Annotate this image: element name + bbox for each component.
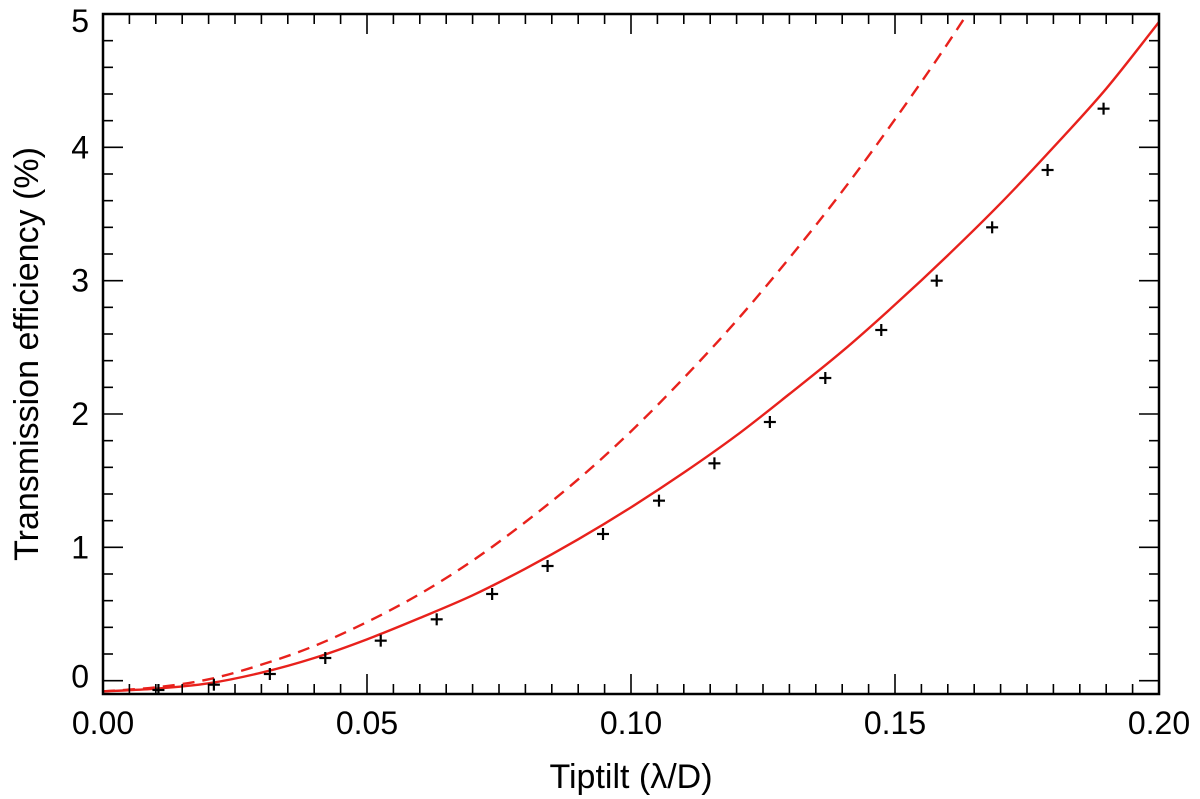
data-point-marker xyxy=(986,221,999,234)
data-point-marker xyxy=(819,372,832,384)
y-tick-label: 1 xyxy=(71,529,89,565)
solid-series-line xyxy=(103,21,1159,693)
data-point-marker xyxy=(541,560,554,572)
y-axis-label: Transmission efficiency (%) xyxy=(8,147,46,561)
x-tick-label: 0.20 xyxy=(1128,705,1190,741)
x-axis-label: Tiptilt (λ/D) xyxy=(549,758,712,796)
data-point-marker xyxy=(319,652,332,664)
data-point-marker xyxy=(1097,102,1110,115)
data-point-marker xyxy=(152,684,165,694)
y-tick-label: 5 xyxy=(71,3,89,39)
data-point-marker xyxy=(652,494,665,507)
data-point-marker xyxy=(930,274,943,287)
data-point-marker xyxy=(374,634,387,647)
tick-labels: 0.00 0.05 0.10 0.15 0.20 0 1 2 3 4 5 xyxy=(71,3,1190,741)
y-tick-label: 4 xyxy=(71,129,89,165)
data-point-marker xyxy=(263,668,276,680)
y-tick-label: 3 xyxy=(71,263,89,299)
data-point-marker xyxy=(875,324,888,336)
data-point-marker xyxy=(1041,164,1054,176)
x-tick-label: 0.10 xyxy=(600,705,662,741)
x-tick-label: 0.05 xyxy=(336,705,398,741)
axis-ticks xyxy=(102,13,1160,694)
data-point-marker xyxy=(430,613,443,626)
data-point-marker xyxy=(763,416,776,428)
data-point-marker xyxy=(486,588,499,600)
y-tick-label: 2 xyxy=(71,396,89,432)
plot-content xyxy=(103,14,1159,694)
data-point-marker xyxy=(597,528,610,540)
data-point-marker xyxy=(207,678,220,691)
data-point-marker xyxy=(708,457,721,470)
plot-frame xyxy=(101,12,1161,696)
y-tick-label: 0 xyxy=(71,659,89,695)
x-tick-label: 0.00 xyxy=(72,705,134,741)
dashed-series-line xyxy=(103,14,969,693)
x-tick-label: 0.15 xyxy=(864,705,926,741)
